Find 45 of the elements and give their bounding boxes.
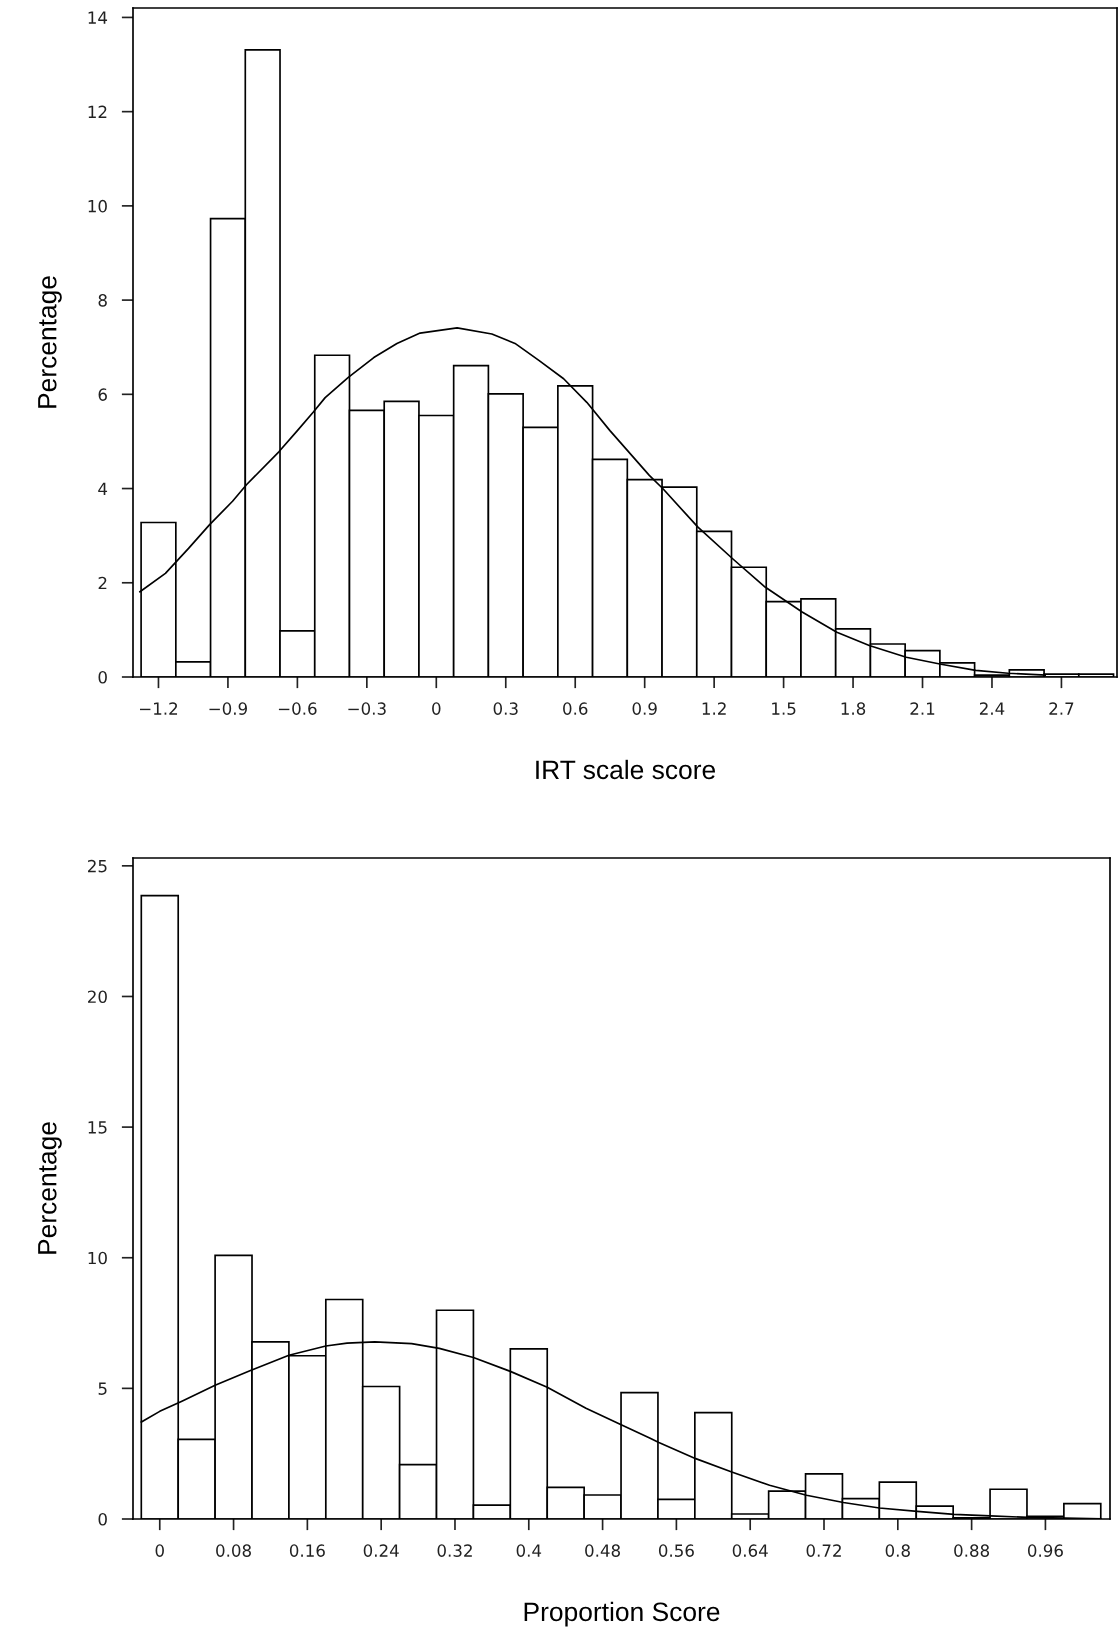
x-tick-label: 2.7 xyxy=(1049,702,1074,715)
y-tick-label: 20 xyxy=(88,990,107,1004)
y-tick-label: 0 xyxy=(98,670,107,684)
x-tick-label: −0.3 xyxy=(348,702,386,715)
x-tick-label: 1.8 xyxy=(841,702,866,715)
x-axis-title: IRT scale score xyxy=(536,759,716,780)
y-tick-label: 12 xyxy=(88,105,107,118)
x-tick-label: 0.8 xyxy=(885,1544,910,1557)
x-tick-label: 1.2 xyxy=(702,702,726,715)
y-tick-label: 25 xyxy=(88,859,107,873)
y-axis-title: Percentage xyxy=(38,276,62,408)
x-tick-label: 0.3 xyxy=(493,702,518,715)
x-tick-label: 0.56 xyxy=(658,1544,694,1557)
y-tick-label: 15 xyxy=(88,1121,107,1134)
x-tick-label: 2.4 xyxy=(979,702,1005,715)
x-tick-label: 0.4 xyxy=(516,1544,542,1557)
x-axis-title: Proportion Score xyxy=(524,1601,720,1627)
x-tick-label: 0.64 xyxy=(732,1544,768,1557)
y-tick-label: 8 xyxy=(98,294,107,307)
y-tick-label: 4 xyxy=(98,482,108,495)
x-tick-label: −0.9 xyxy=(209,702,247,715)
x-tick-label: 0.96 xyxy=(1027,1544,1063,1557)
x-tick-label: 0.24 xyxy=(363,1544,399,1557)
x-tick-label: 2.1 xyxy=(910,702,935,715)
x-tick-label: 0 xyxy=(155,1544,164,1557)
x-tick-label: 0.32 xyxy=(437,1544,472,1557)
y-axis-title: Percentage xyxy=(38,1122,62,1254)
x-tick-label: 0.72 xyxy=(806,1544,841,1557)
x-tick-label: 0.08 xyxy=(216,1544,251,1557)
x-tick-label: −0.6 xyxy=(278,702,317,715)
y-tick-label: 10 xyxy=(88,199,107,213)
x-tick-label: 0.88 xyxy=(954,1544,990,1557)
x-tick-label: 0.16 xyxy=(289,1544,325,1557)
x-tick-label: 0 xyxy=(432,702,441,715)
y-tick-label: 10 xyxy=(88,1251,107,1265)
x-tick-label: 0.6 xyxy=(563,702,588,715)
y-tick-label: 2 xyxy=(98,576,107,590)
x-tick-label: 0.48 xyxy=(585,1544,620,1557)
y-tick-label: 6 xyxy=(98,388,107,401)
x-tick-label: 1.5 xyxy=(772,702,796,715)
x-tick-label: −1.2 xyxy=(140,702,178,715)
y-tick-label: 14 xyxy=(88,11,108,24)
y-tick-label: 0 xyxy=(98,1512,107,1526)
x-tick-label: 0.9 xyxy=(632,702,657,715)
y-tick-label: 5 xyxy=(98,1382,107,1395)
